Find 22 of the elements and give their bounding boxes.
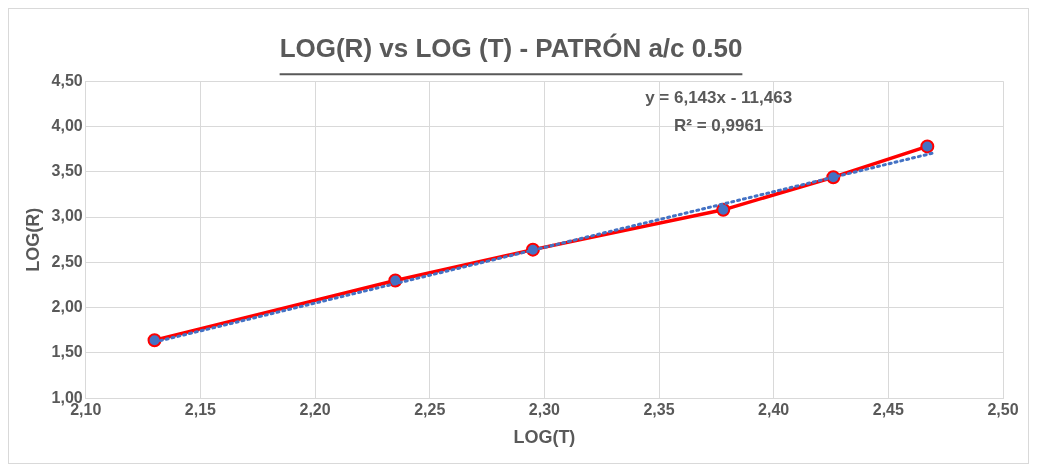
- y-tick-label: 4,50: [51, 71, 83, 89]
- point: [920, 139, 935, 154]
- y-tick-label: 4,00: [51, 116, 83, 134]
- y-tick-label: 2,50: [51, 252, 83, 270]
- y-tick-label: 2,00: [51, 298, 83, 316]
- x-tick-label: 2,15: [184, 401, 217, 419]
- x-axis-title: LOG(T): [513, 427, 576, 448]
- y-tick-label: 1,50: [51, 343, 83, 361]
- annotation: R² = 0,9961: [673, 116, 764, 136]
- y-tick-label: 3,50: [51, 162, 83, 180]
- y-axis-title: LOG(R): [22, 207, 43, 272]
- x-tick-label: 2,25: [414, 401, 446, 419]
- point: [716, 202, 731, 217]
- annotation: y = 6,143x - 11,463: [645, 88, 793, 108]
- y-tick-label: 3,00: [51, 207, 83, 225]
- x-tick-label: 2,40: [758, 401, 790, 419]
- x-tick-label: 2,20: [299, 401, 331, 419]
- chart-title: LOG(R) vs LOG (T) - PATRÓN a/c 0.50: [279, 32, 743, 63]
- x-tick-label: 2,35: [643, 401, 675, 419]
- x-tick-label: 2,30: [528, 401, 561, 419]
- x-tick-label: 2,45: [872, 401, 905, 419]
- x-tick-label: 2,50: [987, 401, 1019, 419]
